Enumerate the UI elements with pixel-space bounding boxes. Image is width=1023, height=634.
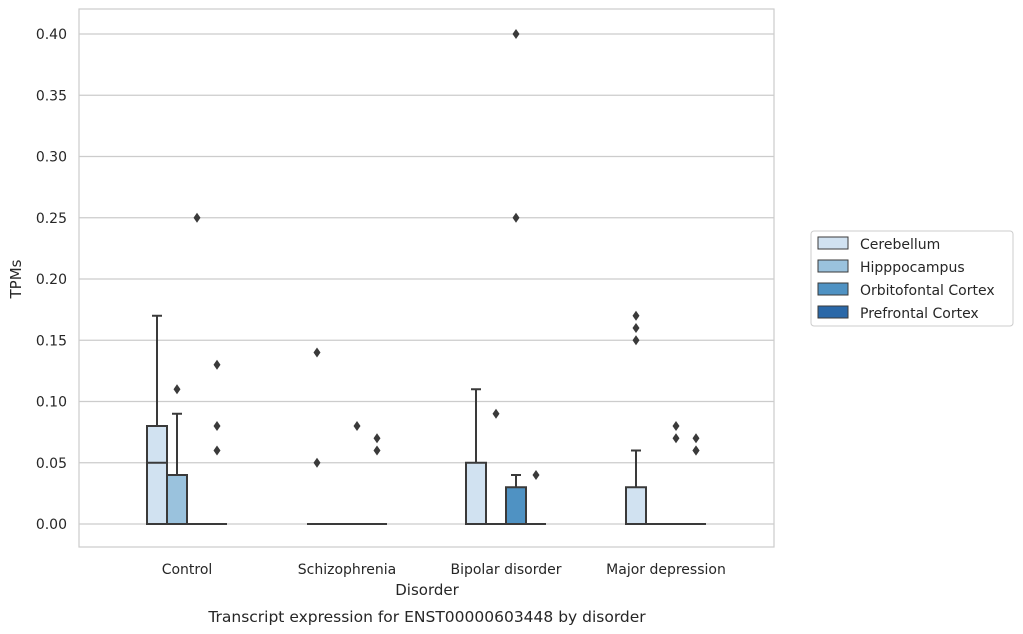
x-axis-label: Disorder [395,581,459,599]
outlier-point [632,310,640,321]
legend-swatch [817,305,849,319]
legend-swatch [817,259,849,273]
outlier-point [213,359,221,370]
legend-label: Hipppocampus [860,260,965,276]
legend-label: Orbitofontal Cortex [860,283,995,299]
box-body [625,486,647,525]
outlier-point [213,421,221,431]
legend-label: Prefrontal Cortex [860,306,979,322]
outlier-point [373,433,381,444]
legend-swatch [817,282,849,296]
box-body [146,425,168,525]
box-body [166,474,188,525]
x-tick-label: Control [162,562,213,578]
box-cerebellum [307,347,327,525]
outlier-point [313,457,321,468]
legend: Cerebellum Hipppocampus Orbitofontal Corte… [810,230,1014,327]
box-cerebellum [625,310,647,525]
outlier-point [672,433,680,444]
box-prefrontal-cortex [207,359,227,525]
box-orbitofontal-cortex [666,421,686,525]
outlier-point [173,384,181,395]
box-orbitofontal-cortex [505,29,527,525]
box-body [505,486,527,525]
outlier-point [353,421,361,431]
outlier-point [632,335,640,346]
box-hipppocampus [486,408,506,525]
box-prefrontal-cortex [367,433,387,525]
box-hipppocampus [166,384,188,525]
box-prefrontal-cortex [526,470,546,525]
box-cerebellum [146,314,168,525]
box-cerebellum [465,388,487,525]
y-tick-label: 0.05 [36,456,67,472]
grid-lines [79,33,774,525]
y-tick-label: 0.30 [36,150,67,166]
legend-frame [810,230,1014,327]
y-tick-label: 0.15 [36,333,67,349]
y-tick-label: 0.25 [36,211,67,227]
plot-frame [78,8,775,548]
y-tick-label: 0.00 [36,517,67,533]
outlier-point [193,212,201,223]
x-tick-label: Bipolar disorder [450,562,561,578]
outlier-point [532,470,540,480]
y-tick-label: 0.35 [36,88,67,104]
outlier-point [512,212,520,223]
y-axis-label: TPMs [7,259,25,299]
y-tick-label: 0.20 [36,272,67,288]
box-prefrontal-cortex [686,433,706,525]
outlier-point [373,445,381,456]
outlier-point [313,347,321,358]
box-orbitofontal-cortex [347,421,367,525]
x-tick-labels: Control Schizophrenia Bipolar disorder Majo… [162,562,726,578]
x-tick-label: Major depression [606,562,726,578]
y-tick-label: 0.40 [36,27,67,43]
y-tick-label: 0.10 [36,395,67,411]
outlier-point [632,323,640,333]
chart-title: Transcript expression for ENST0000060344… [207,608,646,626]
outlier-point [692,433,700,444]
y-tick-labels: 0.00 0.05 0.10 0.15 0.20 0.25 0.30 0.35 0.40 [36,27,67,533]
box-body [465,461,487,525]
x-tick-label: Schizophrenia [298,562,396,578]
box-orbitofontal-cortex [187,212,207,525]
legend-swatch [817,236,849,250]
legend-label: Cerebellum [860,237,940,253]
outlier-point [692,445,700,456]
box-layer [146,29,706,525]
outlier-point [492,408,500,419]
outlier-point [213,445,221,456]
outlier-point [512,29,520,39]
outlier-point [672,421,680,431]
